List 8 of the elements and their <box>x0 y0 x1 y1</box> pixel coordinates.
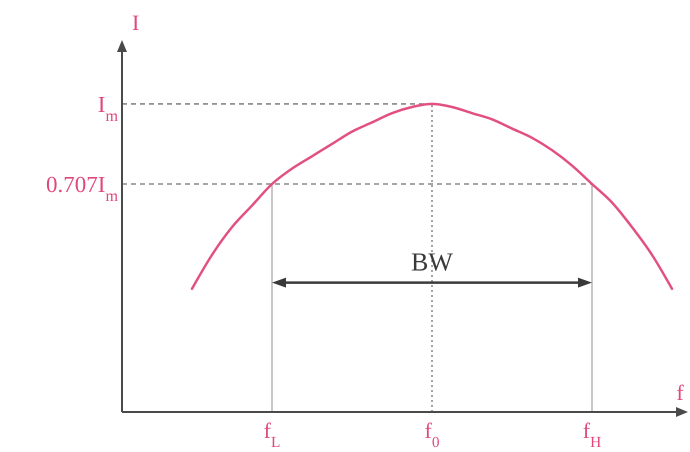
x-axis-title: f <box>676 380 684 405</box>
annotation: BW <box>411 248 454 277</box>
x-tick-label: f$_{H}$ <box>582 418 602 450</box>
ref-line-label: I$_{m}$ <box>98 92 118 124</box>
y-axis-title: I <box>132 10 140 35</box>
x-tick-label: f$_{0}$ <box>424 418 440 450</box>
ref-line-label: 0.707I$_{m}$ <box>46 172 118 205</box>
x-tick-label: f$_{L}$ <box>264 418 280 450</box>
